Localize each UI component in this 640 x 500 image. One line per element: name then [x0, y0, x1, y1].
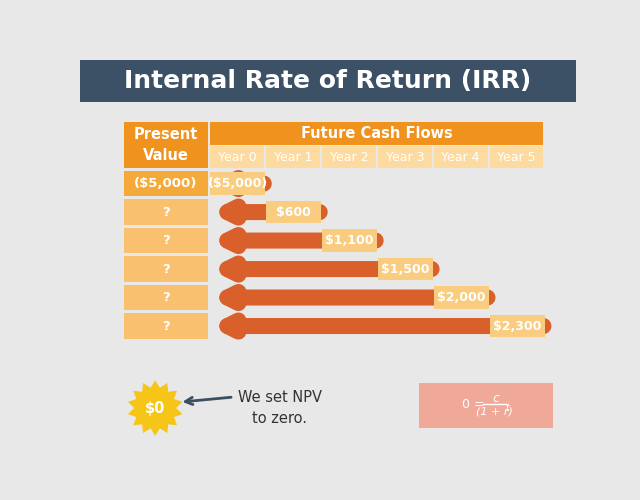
Bar: [124, 256, 208, 282]
Text: ?: ?: [162, 206, 170, 218]
Bar: [266, 146, 320, 168]
Bar: [124, 171, 208, 196]
Bar: [322, 146, 376, 168]
Bar: [419, 384, 553, 428]
Text: We set NPV
to zero.: We set NPV to zero.: [238, 390, 322, 426]
Bar: [124, 314, 208, 338]
Bar: [266, 201, 321, 223]
Bar: [490, 315, 545, 337]
Bar: [378, 258, 433, 280]
Text: $1,500: $1,500: [381, 262, 430, 276]
Text: $1,100: $1,100: [325, 234, 374, 247]
Bar: [434, 286, 489, 308]
Bar: [124, 200, 208, 225]
Text: ($5,000): ($5,000): [207, 177, 268, 190]
Text: ?: ?: [162, 320, 170, 332]
Bar: [378, 146, 431, 168]
Text: ?: ?: [162, 262, 170, 276]
Text: Year 3: Year 3: [385, 150, 424, 164]
Bar: [210, 172, 266, 195]
Text: ?: ?: [162, 291, 170, 304]
Text: $2,000: $2,000: [437, 291, 486, 304]
Text: $600: $600: [276, 206, 311, 218]
Text: Year 2: Year 2: [330, 150, 368, 164]
Bar: [210, 146, 264, 168]
Text: 0 =: 0 =: [462, 398, 485, 410]
Text: t: t: [506, 403, 509, 413]
Bar: [434, 146, 488, 168]
Text: Future Cash Flows: Future Cash Flows: [301, 126, 452, 140]
Text: Year 5: Year 5: [497, 150, 536, 164]
Text: Year 0: Year 0: [218, 150, 256, 164]
Bar: [124, 228, 208, 254]
Text: ($5,000): ($5,000): [134, 177, 198, 190]
Bar: [490, 146, 543, 168]
Text: (1 + r): (1 + r): [476, 407, 513, 417]
Bar: [124, 285, 208, 310]
Text: Internal Rate of Return (IRR): Internal Rate of Return (IRR): [124, 69, 532, 93]
Text: $0: $0: [145, 400, 165, 415]
Text: Year 4: Year 4: [442, 150, 480, 164]
Bar: [80, 60, 576, 102]
Bar: [124, 122, 208, 168]
Bar: [322, 230, 377, 252]
Bar: [210, 122, 543, 144]
Text: c: c: [492, 392, 499, 406]
Polygon shape: [128, 380, 182, 436]
Text: $2,300: $2,300: [493, 320, 541, 332]
Text: Year 1: Year 1: [274, 150, 312, 164]
Text: ?: ?: [162, 234, 170, 247]
Text: Present
Value: Present Value: [134, 126, 198, 162]
